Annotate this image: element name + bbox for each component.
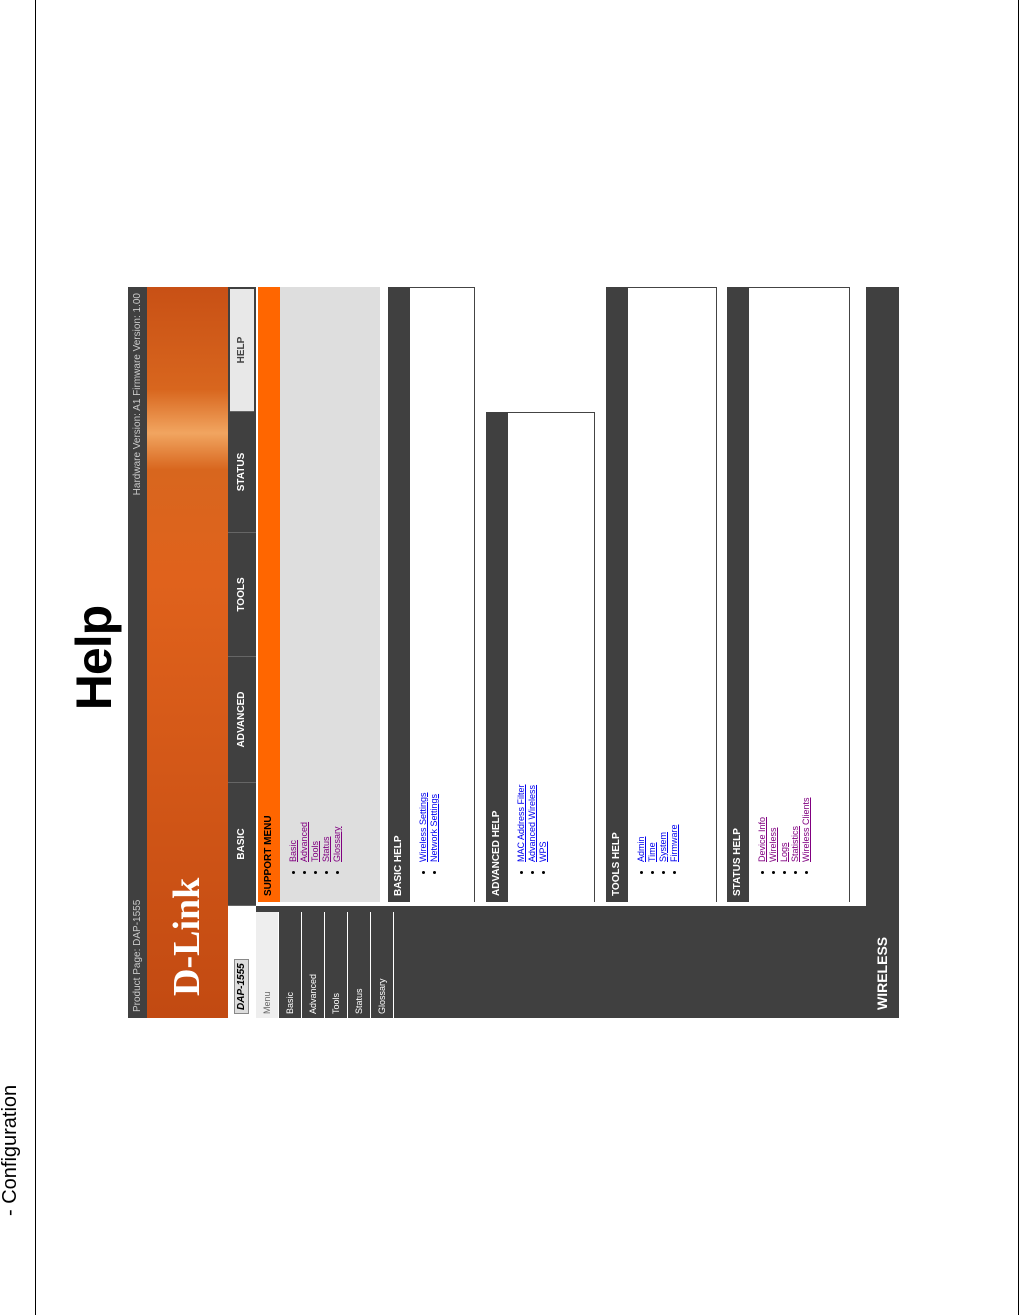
help-link[interactable]: Logs: [779, 842, 789, 862]
help-link[interactable]: Tools: [310, 840, 320, 862]
advanced-help-title: ADVANCED HELP: [486, 412, 508, 902]
list-item: Time: [647, 288, 658, 862]
list-item: MAC Address Filter: [516, 413, 527, 862]
help-link[interactable]: Wireless: [768, 827, 778, 862]
help-link[interactable]: WPS: [538, 841, 548, 862]
sidebar-item-basic[interactable]: Basic: [279, 912, 302, 1018]
help-link[interactable]: Advanced Wireless: [527, 784, 537, 862]
banner: D-Link: [147, 287, 228, 1018]
sidebar: Menu Basic Advanced Tools Status Glossar…: [256, 906, 899, 1018]
help-link[interactable]: Time: [647, 842, 657, 862]
tools-help: TOOLS HELP AdminTimeSystemFirmware: [606, 287, 717, 902]
product-label: Product Page: DAP-1555: [132, 899, 143, 1012]
section-label: - Configuration: [0, 1084, 21, 1216]
list-item: Logs: [779, 288, 790, 862]
help-link[interactable]: Advanced: [299, 821, 309, 862]
list-item: Advanced: [299, 287, 310, 862]
list-item: Wireless Clients: [801, 288, 812, 862]
page-heading: Help: [66, 605, 122, 711]
basic-help: BASIC HELP Wireless SettingsNetwork Sett…: [388, 287, 475, 902]
help-link[interactable]: Status: [321, 836, 331, 862]
help-link[interactable]: Device Info: [757, 816, 767, 862]
list-item: Basic: [288, 287, 299, 862]
list-item: Statistics: [790, 288, 801, 862]
list-item: Admin: [636, 288, 647, 862]
help-link[interactable]: Network Settings: [429, 793, 439, 862]
support-menu-title: SUPPORT MENU: [258, 287, 280, 902]
version-label: Hardware Version: A1 Firmware Version: 1…: [132, 293, 143, 496]
help-link[interactable]: Wireless Clients: [801, 797, 811, 862]
list-item: Firmware: [669, 288, 680, 863]
tab-tools[interactable]: TOOLS: [228, 533, 256, 657]
list-item: Wireless Settings: [418, 288, 429, 862]
tools-help-title: TOOLS HELP: [606, 287, 628, 902]
status-help-title: STATUS HELP: [727, 287, 749, 902]
list-item: System: [658, 288, 669, 862]
tab-advanced[interactable]: ADVANCED: [228, 657, 256, 783]
list-item: Tools: [310, 287, 321, 862]
sidebar-item-advanced[interactable]: Advanced: [302, 912, 325, 1018]
support-menu: SUPPORT MENU BasicAdvancedToolsStatusGlo…: [258, 287, 380, 902]
nav-tabs: DAP-1555 BASIC ADVANCED TOOLS STATUS HEL…: [228, 287, 256, 1018]
help-link[interactable]: Wireless Settings: [418, 792, 428, 862]
help-link[interactable]: Glossary: [332, 826, 342, 862]
list-item: Network Settings: [429, 288, 440, 862]
list-item: Status: [321, 287, 332, 862]
router-screenshot: Product Page: DAP-1555 Hardware Version:…: [128, 287, 899, 1018]
list-item: Glossary: [332, 287, 343, 862]
status-help: STATUS HELP Device InfoWirelessLogsStati…: [727, 287, 850, 902]
tab-status[interactable]: STATUS: [228, 412, 256, 533]
help-link[interactable]: Firmware: [669, 824, 679, 863]
dlink-logo: D-Link: [166, 877, 208, 996]
help-link[interactable]: MAC Address Filter: [516, 784, 526, 862]
help-link[interactable]: Statistics: [790, 825, 800, 862]
list-item: Wireless: [768, 288, 779, 862]
list-item: Device Info: [757, 288, 768, 862]
model-label: DAP-1555: [234, 959, 249, 1014]
sidebar-item-menu[interactable]: Menu: [256, 912, 279, 1018]
help-link[interactable]: Basic: [288, 839, 298, 862]
tab-basic[interactable]: BASIC: [228, 783, 256, 906]
tab-help[interactable]: HELP: [230, 289, 254, 412]
margin-line: [1018, 0, 1019, 1315]
top-bar: Product Page: DAP-1555 Hardware Version:…: [128, 287, 147, 1018]
help-link[interactable]: Admin: [636, 836, 646, 862]
margin-line: [35, 0, 36, 1315]
basic-help-title: BASIC HELP: [388, 287, 410, 902]
sidebar-item-tools[interactable]: Tools: [325, 912, 348, 1018]
advanced-help: ADVANCED HELP MAC Address FilterAdvanced…: [486, 412, 595, 902]
sidebar-item-glossary[interactable]: Glossary: [371, 912, 394, 1018]
model-badge: DAP-1555: [228, 906, 256, 1018]
footer-wireless: WIRELESS: [866, 287, 899, 1018]
sidebar-item-status[interactable]: Status: [348, 912, 371, 1018]
list-item: Advanced Wireless: [527, 413, 538, 862]
help-link[interactable]: System: [658, 831, 668, 862]
list-item: WPS: [538, 413, 549, 862]
